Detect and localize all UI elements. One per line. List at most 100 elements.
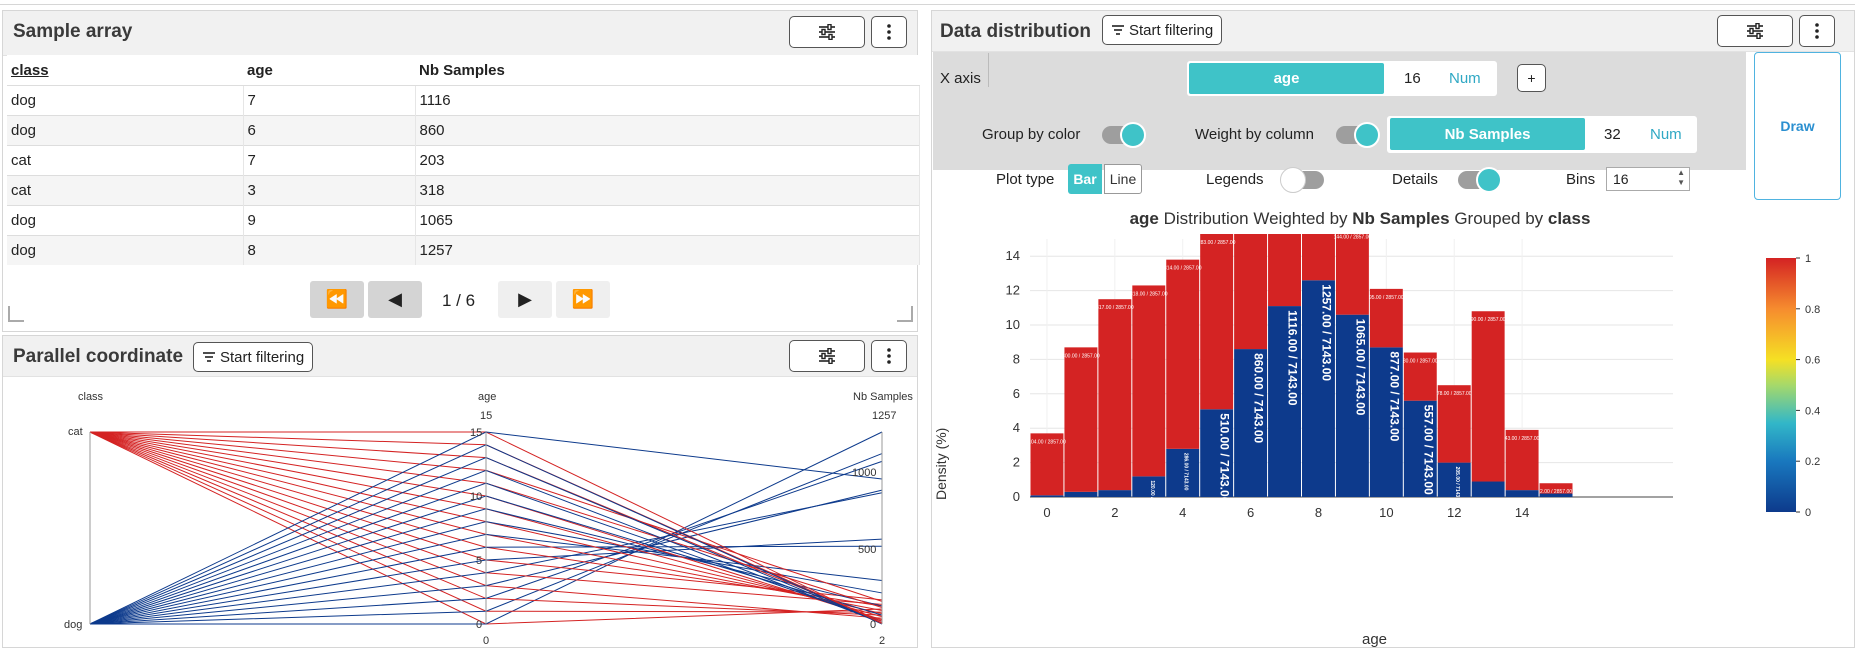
previous-page-button[interactable]: ◀	[368, 281, 422, 318]
bar-dog[interactable]	[1505, 490, 1539, 497]
table-header-row: class age Nb Samples	[7, 55, 920, 86]
cell-nb-samples: 1065	[415, 205, 920, 236]
weight-by-column-toggle[interactable]	[1336, 122, 1380, 148]
resize-corner-right[interactable]	[897, 306, 913, 322]
table-row[interactable]: dog 8 1257	[7, 235, 920, 265]
bar-dog[interactable]	[1539, 493, 1573, 497]
bar-cat[interactable]	[1437, 385, 1471, 463]
bar-dog[interactable]	[1098, 490, 1132, 497]
bar-dog[interactable]	[1471, 481, 1505, 497]
x-tick-label: 6	[1247, 505, 1254, 520]
title-part-group: class	[1547, 209, 1591, 228]
bar-dog[interactable]	[1200, 409, 1234, 497]
distribution-start-filtering-button[interactable]: Start filtering	[1102, 15, 1223, 45]
table-row[interactable]: cat 3 318	[7, 175, 920, 206]
bar-cat[interactable]	[1369, 288, 1403, 348]
bar-cat[interactable]	[1403, 352, 1437, 401]
bar-cat[interactable]	[1064, 347, 1098, 492]
bar-dog[interactable]	[1132, 476, 1166, 497]
bar-dog-label: 877.00 / 7143.00	[1387, 351, 1401, 441]
bar-cat[interactable]	[1030, 433, 1064, 496]
bar-cat[interactable]	[1200, 234, 1234, 410]
filter-icon	[203, 352, 215, 362]
parallel-start-filtering-button[interactable]: Start filtering	[193, 342, 314, 372]
bar-dog[interactable]	[1437, 462, 1471, 497]
cell-age: 9	[243, 205, 416, 236]
group-by-color-toggle[interactable]	[1102, 122, 1146, 148]
column-header-nb-samples[interactable]: Nb Samples	[415, 55, 920, 86]
details-toggle[interactable]	[1458, 167, 1502, 193]
last-page-button[interactable]: ⏩	[556, 281, 610, 318]
x-tick-label: 14	[1515, 505, 1529, 520]
colorbar-tick-label: 0.4	[1805, 405, 1820, 417]
bar-dog[interactable]	[1369, 347, 1403, 497]
column-header-class[interactable]: class	[7, 55, 243, 86]
column-header-age[interactable]: age	[243, 55, 415, 86]
table-row[interactable]: dog 9 1065	[7, 205, 920, 236]
x-column-select[interactable]: age	[1189, 63, 1384, 94]
nb-tick-0: 0	[870, 619, 876, 631]
bar-cat[interactable]	[1132, 285, 1166, 477]
age-tick-5: 5	[476, 555, 482, 567]
bar-dog[interactable]	[1335, 314, 1369, 497]
bar-cat-label: 317.00 / 2857.00	[1096, 305, 1134, 311]
top-edge-line	[0, 4, 1855, 5]
first-page-button[interactable]: ⏪	[310, 281, 364, 318]
bar-cat[interactable]	[1098, 299, 1132, 491]
sample-array-panel: Sample array class age Nb Samples dog	[2, 10, 920, 332]
nb-samples-axis-title: Nb Samples	[853, 391, 913, 403]
colorbar-tick-label: 0.6	[1805, 355, 1820, 367]
toggle-knob	[1280, 167, 1306, 193]
sample-array-menu-button[interactable]	[871, 16, 907, 48]
add-x-column-button[interactable]: +	[1517, 64, 1546, 92]
age-axis-top: 15	[480, 410, 492, 422]
next-page-button[interactable]: ▶	[498, 281, 552, 318]
distribution-title: Data distribution	[940, 21, 1091, 42]
distribution-settings-button[interactable]	[1717, 15, 1793, 47]
sliders-icon	[819, 348, 835, 364]
bar-cat[interactable]	[1166, 259, 1200, 449]
parallel-coordinate-plot[interactable]: class age Nb Samples cat dog 15 15 10 5 …	[2, 376, 918, 648]
distribution-menu-button[interactable]	[1799, 15, 1835, 47]
bar-dog-label: 1116.00 / 7143.00	[1286, 310, 1300, 406]
details-label: Details	[1392, 171, 1438, 188]
bar-dog[interactable]	[1403, 400, 1437, 497]
plot-type-bar-button[interactable]: Bar	[1068, 164, 1102, 194]
cell-class: dog	[7, 205, 244, 236]
spinner-icon[interactable]: ▲ ▼	[1677, 168, 1685, 187]
bar-dog-label: 510.00 / 7143.00	[1218, 413, 1232, 503]
page-indicator: 1 / 6	[442, 291, 476, 310]
legends-toggle[interactable]	[1280, 167, 1324, 193]
bar-cat[interactable]	[1539, 483, 1573, 494]
y-tick-label: 0	[1013, 489, 1020, 504]
sample-array-settings-button[interactable]	[789, 16, 865, 48]
filter-label: Start filtering	[220, 348, 305, 366]
table-row[interactable]: dog 6 860	[7, 115, 920, 146]
bar-dog[interactable]	[1268, 306, 1301, 497]
weight-column-select[interactable]: Nb Samples	[1390, 118, 1585, 150]
plot-type-line-button[interactable]: Line	[1104, 164, 1142, 194]
bar-cat[interactable]	[1505, 429, 1539, 491]
bins-input[interactable]: 16 ▲ ▼	[1606, 167, 1690, 191]
y-axis-title: Density (%)	[933, 428, 949, 500]
bar-cat[interactable]	[1234, 234, 1268, 350]
bar-dog[interactable]	[1064, 491, 1098, 497]
parallel-menu-button[interactable]	[871, 340, 907, 372]
class-axis-title: class	[78, 391, 104, 403]
distribution-chart[interactable]: 104.00 / 2857.00 300.00 / 2857.00 317.00 /…	[933, 234, 1833, 648]
bar-cat[interactable]	[1471, 311, 1505, 482]
parallel-settings-button[interactable]	[789, 340, 865, 372]
bar-dog[interactable]	[1030, 495, 1064, 497]
bar-dog[interactable]	[1234, 349, 1268, 497]
table-row[interactable]: dog 7 1116	[7, 85, 920, 116]
table-row[interactable]: cat 7 203	[7, 145, 920, 176]
bar-cat[interactable]	[1335, 234, 1369, 315]
colorbar	[1766, 258, 1796, 512]
title-part-x: age	[1129, 209, 1159, 228]
bar-cat[interactable]	[1302, 234, 1335, 281]
draw-button[interactable]: Draw	[1754, 52, 1841, 200]
bar-dog[interactable]	[1302, 280, 1335, 497]
bar-dog[interactable]	[1166, 448, 1200, 497]
class-tick-dog: dog	[64, 619, 82, 631]
bar-cat[interactable]	[1268, 234, 1301, 307]
